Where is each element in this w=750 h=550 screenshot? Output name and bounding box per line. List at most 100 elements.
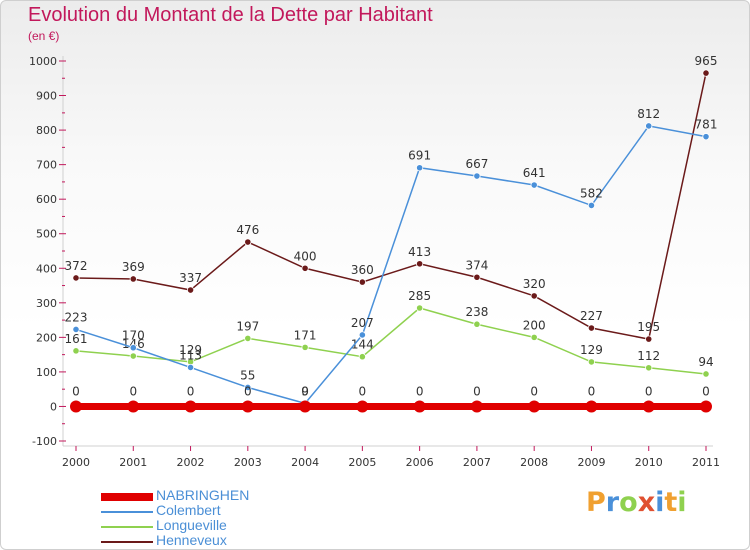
logo-letter: x [637,487,656,518]
data-label: 200 [523,318,546,332]
data-label: 476 [236,223,259,237]
legend-label: NABRINGHEN [156,487,250,503]
data-point [186,363,195,372]
data-label: 0 [416,384,424,398]
data-label: 171 [294,328,317,342]
data-point [413,400,426,413]
data-point [416,164,424,172]
data-label: 227 [580,309,603,323]
x-tick-label: 2009 [577,456,605,469]
data-label: 0 [530,384,538,398]
y-tick-label: 0 [50,400,57,413]
data-point [358,353,366,361]
chart-unit: (en €) [28,29,60,43]
data-point [129,344,137,352]
data-point [358,331,366,339]
data-label: 195 [637,320,660,334]
data-label: 667 [465,157,488,171]
y-tick-label: 1000 [29,55,57,68]
data-label: 320 [523,277,546,291]
logo-letter: i [677,487,687,518]
data-label: 129 [179,343,202,357]
data-point [301,264,309,272]
x-tick-label: 2001 [119,456,147,469]
series-line-longueville [75,307,707,375]
data-label: 0 [129,384,137,398]
data-label: 641 [523,166,546,180]
data-label: 146 [122,337,145,351]
data-point [72,325,80,334]
data-point [184,400,197,413]
data-label: 374 [465,258,488,272]
data-label: 360 [351,263,374,277]
data-point [702,370,710,378]
data-point [473,273,481,281]
data-label: 94 [698,355,713,369]
legend-swatch [101,493,153,501]
data-point [470,400,483,413]
data-point [530,333,538,341]
data-point [129,352,137,360]
data-point [702,133,710,141]
data-label: 223 [65,310,88,324]
x-tick-label: 2011 [692,456,720,469]
data-point [129,275,137,283]
data-point [72,274,80,282]
x-tick-label: 2008 [520,456,548,469]
x-tick-label: 2006 [406,456,434,469]
x-tick-label: 2003 [234,456,262,469]
legend-swatch [101,511,153,513]
data-point [244,238,252,246]
data-label: 965 [695,54,718,68]
data-point [416,304,424,312]
y-tick-label: 300 [36,297,57,310]
data-point [702,69,710,77]
logo-letter: P [586,487,606,518]
data-point [244,334,252,342]
y-tick-label: -100 [32,435,57,448]
legend-label: Colembert [156,502,221,518]
data-label: 0 [359,384,367,398]
data-label: 0 [301,384,309,398]
data-point [301,343,309,351]
x-tick-label: 2004 [291,456,319,469]
data-point [70,400,82,413]
data-label: 400 [294,249,317,263]
data-point [642,400,655,413]
data-label: 161 [65,332,88,346]
logo-letter: o [619,487,638,518]
data-label: 170 [122,329,145,343]
data-point [645,335,653,343]
data-label: 0 [187,384,195,398]
data-point [700,400,712,413]
data-label: 0 [473,384,481,398]
data-point [645,364,653,372]
y-tick-label: 100 [36,366,57,379]
series-line-colembert [75,125,707,405]
y-tick-label: 600 [36,193,57,206]
data-point [244,383,252,392]
data-label: 285 [408,289,431,303]
y-tick-label: 900 [36,90,57,103]
data-point [585,400,598,413]
x-tick-label: 2002 [177,456,205,469]
data-point [645,122,653,130]
data-label: 691 [408,149,431,163]
y-tick-label: 800 [36,124,57,137]
data-label: 238 [465,305,488,319]
data-label: 0 [588,384,596,398]
y-tick-label: 200 [36,331,57,344]
data-label: 0 [702,384,710,398]
y-tick-label: 700 [36,159,57,172]
data-label: 812 [637,107,660,121]
data-label: 55 [240,368,255,382]
legend-label: Henneveux [156,532,227,548]
logo-letter: t [664,487,678,518]
data-label: 207 [351,316,374,330]
data-label: 0 [645,384,653,398]
x-tick-label: 2005 [348,456,376,469]
data-label: 129 [580,343,603,357]
data-point [587,201,596,209]
